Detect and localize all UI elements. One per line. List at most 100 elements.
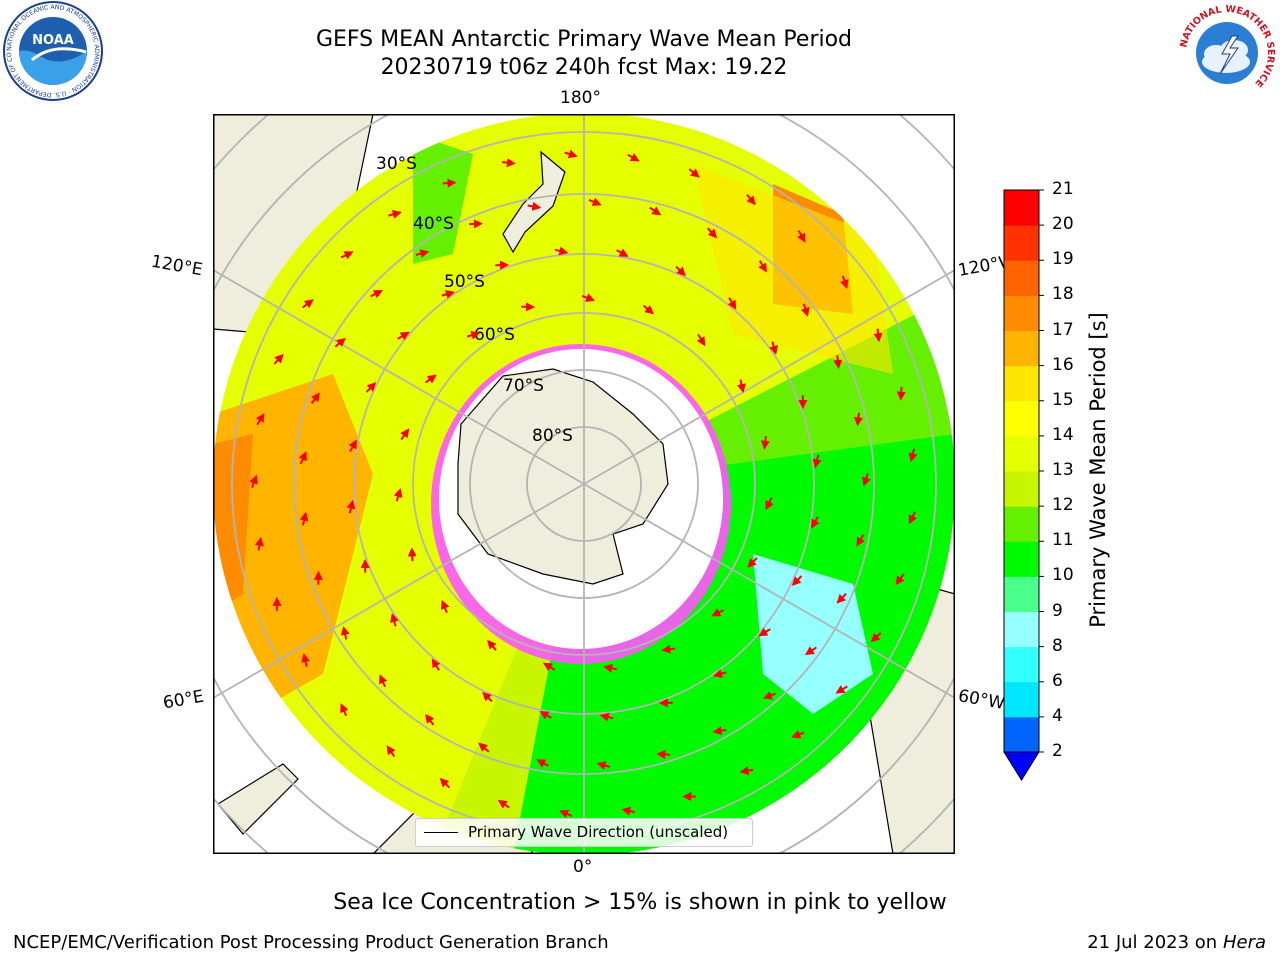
wave-direction-arrow <box>758 627 771 637</box>
wave-direction-arrow <box>603 663 617 673</box>
wave-direction-arrow <box>425 713 435 726</box>
wave-direction-arrow <box>502 158 516 168</box>
wave-direction-arrow <box>627 153 640 162</box>
wave-direction-arrow <box>621 806 636 816</box>
wave-direction-arrow <box>478 742 490 753</box>
colorbar-segment <box>1004 471 1039 507</box>
wave-direction-arrow <box>642 304 654 315</box>
lat-label-30s: 30°S <box>376 154 417 174</box>
wave-direction-arrow <box>812 454 822 469</box>
colorbar-tick-label: 20 <box>1052 214 1074 235</box>
colorbar-segment <box>1004 541 1039 577</box>
wave-direction-arrow <box>596 761 611 770</box>
wave-direction-arrow <box>527 201 542 211</box>
colorbar-segment <box>1004 260 1039 296</box>
wave-direction-arrow <box>301 653 310 667</box>
footer-machine: Hera <box>1222 932 1266 953</box>
wave-direction-arrow <box>739 766 754 776</box>
colorbar-tick-label: 15 <box>1052 389 1074 410</box>
wave-direction-arrow <box>747 557 758 568</box>
wave-direction-arrow <box>760 435 770 450</box>
wave-direction-arrow <box>791 575 803 586</box>
colorbar-segment <box>1004 400 1039 437</box>
colorbar-tick-label: 14 <box>1052 424 1074 445</box>
wave-direction-arrow <box>616 248 629 257</box>
wave-direction-arrow <box>765 497 774 511</box>
wave-direction-arrow <box>346 499 356 514</box>
wave-direction-arrow <box>249 474 258 488</box>
wave-direction-arrow <box>487 639 497 651</box>
wave-direction-arrow <box>727 297 737 310</box>
footer-branch: NCEP/EMC/Verification Post Processing Pr… <box>13 932 609 953</box>
colorbar-tick-label: 13 <box>1052 460 1074 480</box>
nws-logo: NATIONAL WEATHER SERVICE <box>1178 4 1276 101</box>
wave-direction-arrow <box>536 759 549 768</box>
lon-label-120e: 120°E <box>149 251 205 281</box>
colorbar-tick-label: 12 <box>1052 495 1074 516</box>
period-zone-lightyellow-pacific <box>693 164 893 374</box>
wave-direction-arrow <box>302 299 314 309</box>
wave-direction-arrow <box>521 302 535 312</box>
wave-direction-arrow <box>896 386 906 401</box>
colorbar-tick-label: 18 <box>1052 284 1074 305</box>
wave-direction-arrow <box>800 303 810 317</box>
colorbar-tick-label: 4 <box>1052 705 1063 726</box>
wave-direction-arrow <box>340 703 349 717</box>
wave-direction-arrow <box>688 168 700 178</box>
lon-label-60e: 60°E <box>161 686 206 714</box>
wave-direction-arrow <box>791 730 805 739</box>
colorbar-segment <box>1004 435 1039 472</box>
wave-direction-arrow <box>713 669 727 679</box>
colorbar-tick-label: 9 <box>1052 600 1063 621</box>
colorbar-tick-label: 21 <box>1052 179 1074 199</box>
wave-direction-arrow <box>386 745 396 758</box>
colorbar-tick-label: 17 <box>1052 319 1074 340</box>
colorbar-under-extension <box>1003 751 1040 781</box>
lon-label-180: 180° <box>560 88 601 108</box>
wave-direction-arrow <box>853 412 863 427</box>
noaa-logo: NATIONAL OCEANIC AND ATMOSPHERIC ADMINIS… <box>2 0 103 101</box>
colorbar-segment <box>1004 681 1039 718</box>
colorbar-tick-label: 16 <box>1052 354 1074 375</box>
wave-direction-arrow <box>440 599 450 614</box>
colorbar-tick-label: 2 <box>1052 741 1063 761</box>
wave-direction-arrow <box>407 547 417 562</box>
chart-title: GEFS MEAN Antarctic Primary Wave Mean Pe… <box>315 27 853 52</box>
wave-direction-arrow <box>273 353 284 365</box>
wave-direction-arrow <box>599 712 614 722</box>
wave-direction-arrow <box>811 516 820 529</box>
colorbar-segment <box>1004 611 1039 648</box>
wave-direction-arrow <box>661 644 676 654</box>
wave-direction-arrow <box>835 685 848 694</box>
wave-direction-arrows <box>249 149 918 819</box>
wave-direction-arrow <box>763 691 777 700</box>
wave-direction-arrow <box>379 674 388 688</box>
wave-direction-arrow <box>340 251 354 260</box>
wave-direction-arrow <box>856 534 865 547</box>
colorbar-segment <box>1004 646 1039 683</box>
polar-stereographic-map: 30°S 40°S 50°S 60°S 70°S 80°S <box>213 114 955 854</box>
sea-ice-note: Sea Ice Concentration > 15% is shown in … <box>333 890 947 915</box>
wave-direction-arrow <box>299 511 309 526</box>
wave-direction-arrow <box>908 448 918 463</box>
lat-label-40s: 40°S <box>413 214 454 234</box>
footer-date: 21 Jul 2023 on Hera <box>1087 932 1266 953</box>
lat-label-50s: 50°S <box>444 272 485 292</box>
wave-direction-arrow <box>559 809 573 819</box>
wave-direction-arrow <box>554 246 569 256</box>
wave-direction-arrow <box>769 341 779 355</box>
colorbar-segment <box>1004 225 1039 261</box>
colorbar <box>1003 189 1044 781</box>
colorbar-tick-label: 6 <box>1052 670 1063 691</box>
wave-direction-arrow <box>469 219 483 229</box>
wave-direction-arrow <box>441 289 455 299</box>
colorbar-segment <box>1004 330 1039 367</box>
wave-direction-arrow <box>833 355 843 369</box>
colorbar-segment <box>1004 365 1039 402</box>
wave-direction-arrow <box>656 749 671 759</box>
wave-direction-arrow <box>497 799 510 809</box>
wave-direction-arrow <box>466 330 481 340</box>
antarctica-land <box>457 368 669 585</box>
colorbar-tick-label: 8 <box>1052 635 1063 656</box>
colorbar-segment <box>1004 506 1039 542</box>
